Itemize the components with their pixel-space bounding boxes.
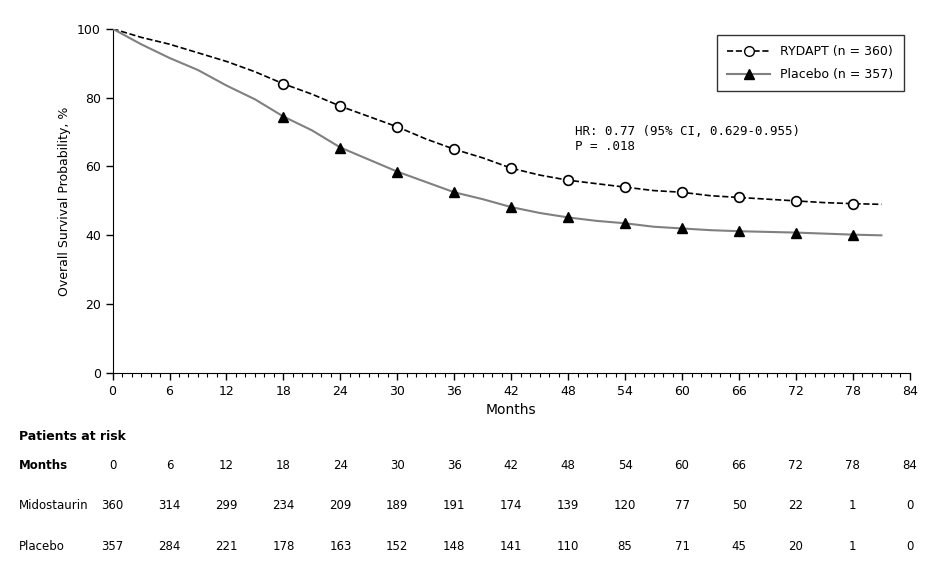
- Text: 66: 66: [732, 459, 747, 472]
- Text: 178: 178: [272, 540, 295, 553]
- Text: 191: 191: [443, 499, 465, 513]
- Text: 78: 78: [845, 459, 860, 472]
- Text: 152: 152: [386, 540, 408, 553]
- Text: 141: 141: [500, 540, 522, 553]
- Text: 20: 20: [789, 540, 804, 553]
- Text: Months: Months: [19, 459, 68, 472]
- Text: 1: 1: [849, 540, 856, 553]
- Text: 209: 209: [329, 499, 352, 513]
- Text: 60: 60: [674, 459, 689, 472]
- Text: 72: 72: [789, 459, 804, 472]
- Text: 174: 174: [500, 499, 522, 513]
- Text: 0: 0: [109, 459, 116, 472]
- Text: Midostaurin: Midostaurin: [19, 499, 88, 513]
- Text: 163: 163: [329, 540, 352, 553]
- Text: 148: 148: [443, 540, 465, 553]
- Text: 189: 189: [386, 499, 408, 513]
- Text: HR: 0.77 (95% CI, 0.629-0.955)
P = .018: HR: 0.77 (95% CI, 0.629-0.955) P = .018: [575, 125, 800, 153]
- Text: 71: 71: [674, 540, 689, 553]
- Text: 314: 314: [159, 499, 181, 513]
- Text: 0: 0: [906, 540, 914, 553]
- X-axis label: Months: Months: [486, 404, 537, 417]
- Text: 12: 12: [219, 459, 234, 472]
- Text: 42: 42: [504, 459, 519, 472]
- Text: 85: 85: [618, 540, 632, 553]
- Text: 22: 22: [789, 499, 804, 513]
- Text: 120: 120: [614, 499, 636, 513]
- Text: Placebo: Placebo: [19, 540, 65, 553]
- Text: 221: 221: [215, 540, 237, 553]
- Text: 6: 6: [166, 459, 174, 472]
- Text: 54: 54: [617, 459, 632, 472]
- Text: Patients at risk: Patients at risk: [19, 430, 126, 444]
- Text: 234: 234: [272, 499, 295, 513]
- Text: 24: 24: [333, 459, 348, 472]
- Text: 18: 18: [276, 459, 291, 472]
- Text: 30: 30: [390, 459, 404, 472]
- Text: 360: 360: [101, 499, 124, 513]
- Text: 299: 299: [215, 499, 237, 513]
- Text: 77: 77: [674, 499, 689, 513]
- Text: 50: 50: [732, 499, 747, 513]
- Text: 84: 84: [902, 459, 917, 472]
- Legend: RYDAPT (n = 360), Placebo (n = 357): RYDAPT (n = 360), Placebo (n = 357): [717, 35, 903, 91]
- Text: 284: 284: [159, 540, 181, 553]
- Text: 110: 110: [557, 540, 580, 553]
- Text: 1: 1: [849, 499, 856, 513]
- Text: 139: 139: [557, 499, 580, 513]
- Text: 357: 357: [101, 540, 124, 553]
- Text: 0: 0: [906, 499, 914, 513]
- Text: 48: 48: [561, 459, 576, 472]
- Y-axis label: Overall Survival Probability, %: Overall Survival Probability, %: [58, 106, 71, 296]
- Text: 45: 45: [732, 540, 747, 553]
- Text: 36: 36: [446, 459, 461, 472]
